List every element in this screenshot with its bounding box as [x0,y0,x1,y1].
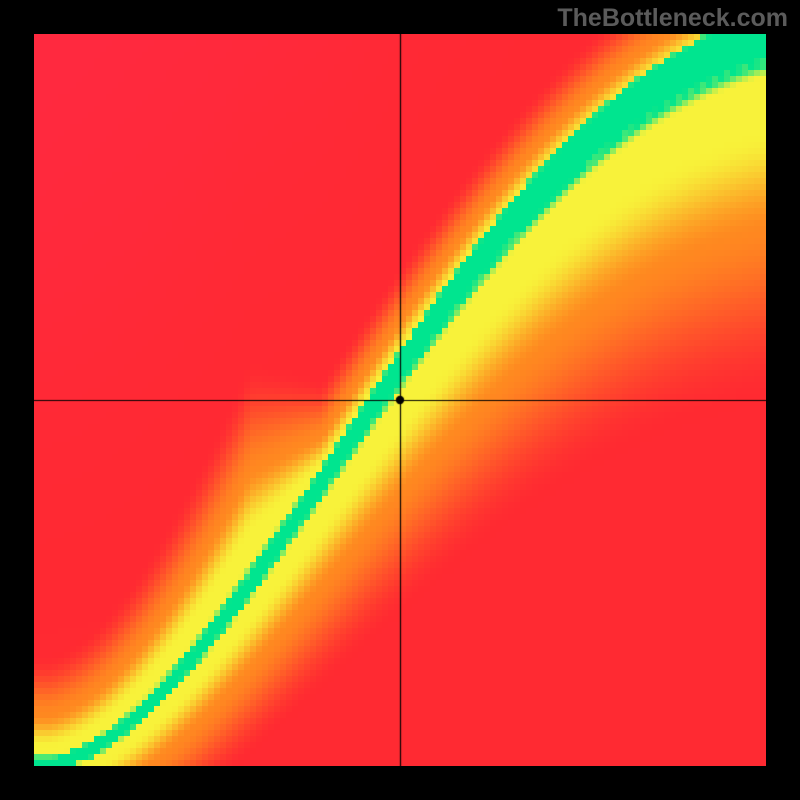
watermark-text: TheBottleneck.com [557,4,788,33]
bottleneck-heatmap [34,34,766,766]
figure-container: TheBottleneck.com [0,0,800,800]
